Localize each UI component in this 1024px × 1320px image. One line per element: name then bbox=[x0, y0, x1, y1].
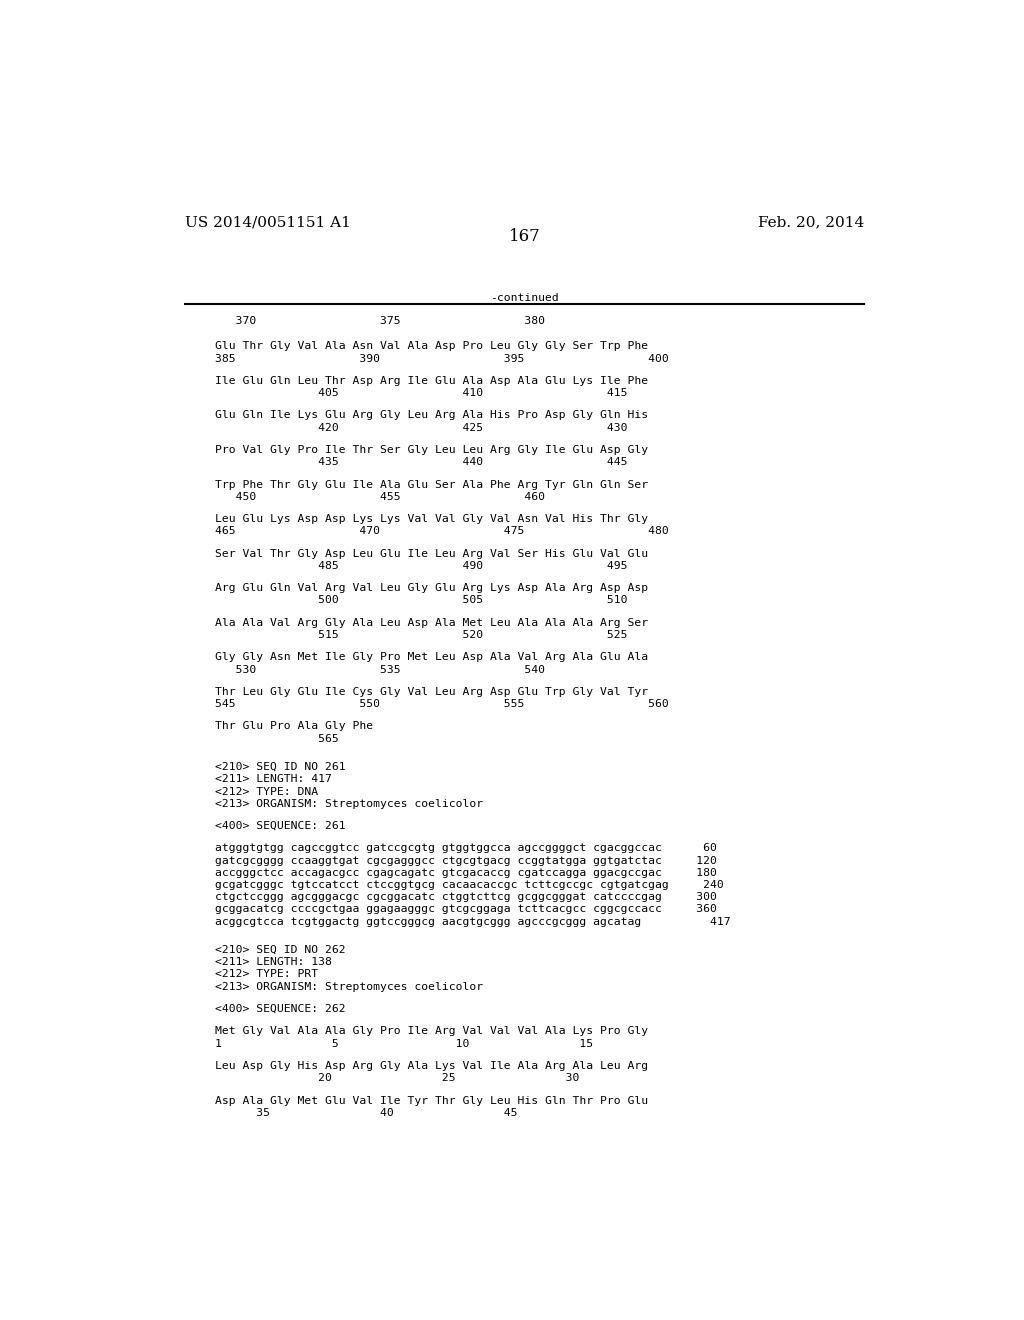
Text: 167: 167 bbox=[509, 227, 541, 244]
Text: 370                  375                  380: 370 375 380 bbox=[215, 315, 546, 326]
Text: 565: 565 bbox=[215, 734, 339, 743]
Text: 530                  535                  540: 530 535 540 bbox=[215, 664, 546, 675]
Text: US 2014/0051151 A1: US 2014/0051151 A1 bbox=[185, 215, 351, 230]
Text: <213> ORGANISM: Streptomyces coelicolor: <213> ORGANISM: Streptomyces coelicolor bbox=[215, 799, 483, 809]
Text: <212> TYPE: DNA: <212> TYPE: DNA bbox=[215, 787, 318, 796]
Text: <211> LENGTH: 138: <211> LENGTH: 138 bbox=[215, 957, 332, 968]
Text: ctgctccggg agcgggacgc cgcggacatc ctggtcttcg gcggcgggat catccccgag     300: ctgctccggg agcgggacgc cgcggacatc ctggtct… bbox=[215, 892, 717, 903]
Text: Pro Val Gly Pro Ile Thr Ser Gly Leu Leu Arg Gly Ile Glu Asp Gly: Pro Val Gly Pro Ile Thr Ser Gly Leu Leu … bbox=[215, 445, 648, 455]
Text: 420                  425                  430: 420 425 430 bbox=[215, 422, 628, 433]
Text: Trp Phe Thr Gly Glu Ile Ala Glu Ser Ala Phe Arg Tyr Gln Gln Ser: Trp Phe Thr Gly Glu Ile Ala Glu Ser Ala … bbox=[215, 479, 648, 490]
Text: 500                  505                  510: 500 505 510 bbox=[215, 595, 628, 606]
Text: Met Gly Val Ala Ala Gly Pro Ile Arg Val Val Val Ala Lys Pro Gly: Met Gly Val Ala Ala Gly Pro Ile Arg Val … bbox=[215, 1027, 648, 1036]
Text: 385                  390                  395                  400: 385 390 395 400 bbox=[215, 354, 669, 363]
Text: <213> ORGANISM: Streptomyces coelicolor: <213> ORGANISM: Streptomyces coelicolor bbox=[215, 982, 483, 991]
Text: Ala Ala Val Arg Gly Ala Leu Asp Ala Met Leu Ala Ala Ala Arg Ser: Ala Ala Val Arg Gly Ala Leu Asp Ala Met … bbox=[215, 618, 648, 628]
Text: <210> SEQ ID NO 262: <210> SEQ ID NO 262 bbox=[215, 945, 346, 956]
Text: acggcgtcca tcgtggactg ggtccgggcg aacgtgcggg agcccgcggg agcatag          417: acggcgtcca tcgtggactg ggtccgggcg aacgtgc… bbox=[215, 916, 731, 927]
Text: Ile Glu Gln Leu Thr Asp Arg Ile Glu Ala Asp Ala Glu Lys Ile Phe: Ile Glu Gln Leu Thr Asp Arg Ile Glu Ala … bbox=[215, 376, 648, 385]
Text: gcggacatcg ccccgctgaa ggagaagggc gtcgcggaga tcttcacgcc cggcgccacc     360: gcggacatcg ccccgctgaa ggagaagggc gtcgcgg… bbox=[215, 904, 717, 915]
Text: <212> TYPE: PRT: <212> TYPE: PRT bbox=[215, 969, 318, 979]
Text: Leu Glu Lys Asp Asp Lys Lys Val Val Gly Val Asn Val His Thr Gly: Leu Glu Lys Asp Asp Lys Lys Val Val Gly … bbox=[215, 515, 648, 524]
Text: 1                5                 10                15: 1 5 10 15 bbox=[215, 1039, 594, 1048]
Text: Leu Asp Gly His Asp Arg Gly Ala Lys Val Ile Ala Arg Ala Leu Arg: Leu Asp Gly His Asp Arg Gly Ala Lys Val … bbox=[215, 1061, 648, 1071]
Text: 450                  455                  460: 450 455 460 bbox=[215, 492, 546, 502]
Text: <210> SEQ ID NO 261: <210> SEQ ID NO 261 bbox=[215, 762, 346, 772]
Text: 545                  550                  555                  560: 545 550 555 560 bbox=[215, 700, 669, 709]
Text: 515                  520                  525: 515 520 525 bbox=[215, 630, 628, 640]
Text: gcgatcgggc tgtccatcct ctccggtgcg cacaacaccgc tcttcgccgc cgtgatcgag     240: gcgatcgggc tgtccatcct ctccggtgcg cacaaca… bbox=[215, 880, 724, 890]
Text: 20                25                30: 20 25 30 bbox=[215, 1073, 580, 1084]
Text: Gly Gly Asn Met Ile Gly Pro Met Leu Asp Ala Val Arg Ala Glu Ala: Gly Gly Asn Met Ile Gly Pro Met Leu Asp … bbox=[215, 652, 648, 663]
Text: <400> SEQUENCE: 262: <400> SEQUENCE: 262 bbox=[215, 1005, 346, 1014]
Text: Arg Glu Gln Val Arg Val Leu Gly Glu Arg Lys Asp Ala Arg Asp Asp: Arg Glu Gln Val Arg Val Leu Gly Glu Arg … bbox=[215, 583, 648, 593]
Text: Glu Thr Gly Val Ala Asn Val Ala Asp Pro Leu Gly Gly Ser Trp Phe: Glu Thr Gly Val Ala Asn Val Ala Asp Pro … bbox=[215, 342, 648, 351]
Text: accgggctcc accagacgcc cgagcagatc gtcgacaccg cgatccagga ggacgccgac     180: accgggctcc accagacgcc cgagcagatc gtcgaca… bbox=[215, 867, 717, 878]
Text: -continued: -continued bbox=[490, 293, 559, 302]
Text: 465                  470                  475                  480: 465 470 475 480 bbox=[215, 527, 669, 536]
Text: gatcgcgggg ccaaggtgat cgcgagggcc ctgcgtgacg ccggtatgga ggtgatctac     120: gatcgcgggg ccaaggtgat cgcgagggcc ctgcgtg… bbox=[215, 855, 717, 866]
Text: Glu Gln Ile Lys Glu Arg Gly Leu Arg Ala His Pro Asp Gly Gln His: Glu Gln Ile Lys Glu Arg Gly Leu Arg Ala … bbox=[215, 411, 648, 421]
Text: Asp Ala Gly Met Glu Val Ile Tyr Thr Gly Leu His Gln Thr Pro Glu: Asp Ala Gly Met Glu Val Ile Tyr Thr Gly … bbox=[215, 1096, 648, 1106]
Text: Thr Leu Gly Glu Ile Cys Gly Val Leu Arg Asp Glu Trp Gly Val Tyr: Thr Leu Gly Glu Ile Cys Gly Val Leu Arg … bbox=[215, 686, 648, 697]
Text: 485                  490                  495: 485 490 495 bbox=[215, 561, 628, 570]
Text: <400> SEQUENCE: 261: <400> SEQUENCE: 261 bbox=[215, 821, 346, 832]
Text: atgggtgtgg cagccggtcc gatccgcgtg gtggtggcca agccggggct cgacggccac      60: atgggtgtgg cagccggtcc gatccgcgtg gtggtgg… bbox=[215, 843, 717, 854]
Text: 405                  410                  415: 405 410 415 bbox=[215, 388, 628, 399]
Text: Feb. 20, 2014: Feb. 20, 2014 bbox=[758, 215, 864, 230]
Text: 435                  440                  445: 435 440 445 bbox=[215, 457, 628, 467]
Text: Thr Glu Pro Ala Gly Phe: Thr Glu Pro Ala Gly Phe bbox=[215, 722, 374, 731]
Text: Ser Val Thr Gly Asp Leu Glu Ile Leu Arg Val Ser His Glu Val Glu: Ser Val Thr Gly Asp Leu Glu Ile Leu Arg … bbox=[215, 549, 648, 558]
Text: <211> LENGTH: 417: <211> LENGTH: 417 bbox=[215, 775, 332, 784]
Text: 35                40                45: 35 40 45 bbox=[215, 1107, 518, 1118]
